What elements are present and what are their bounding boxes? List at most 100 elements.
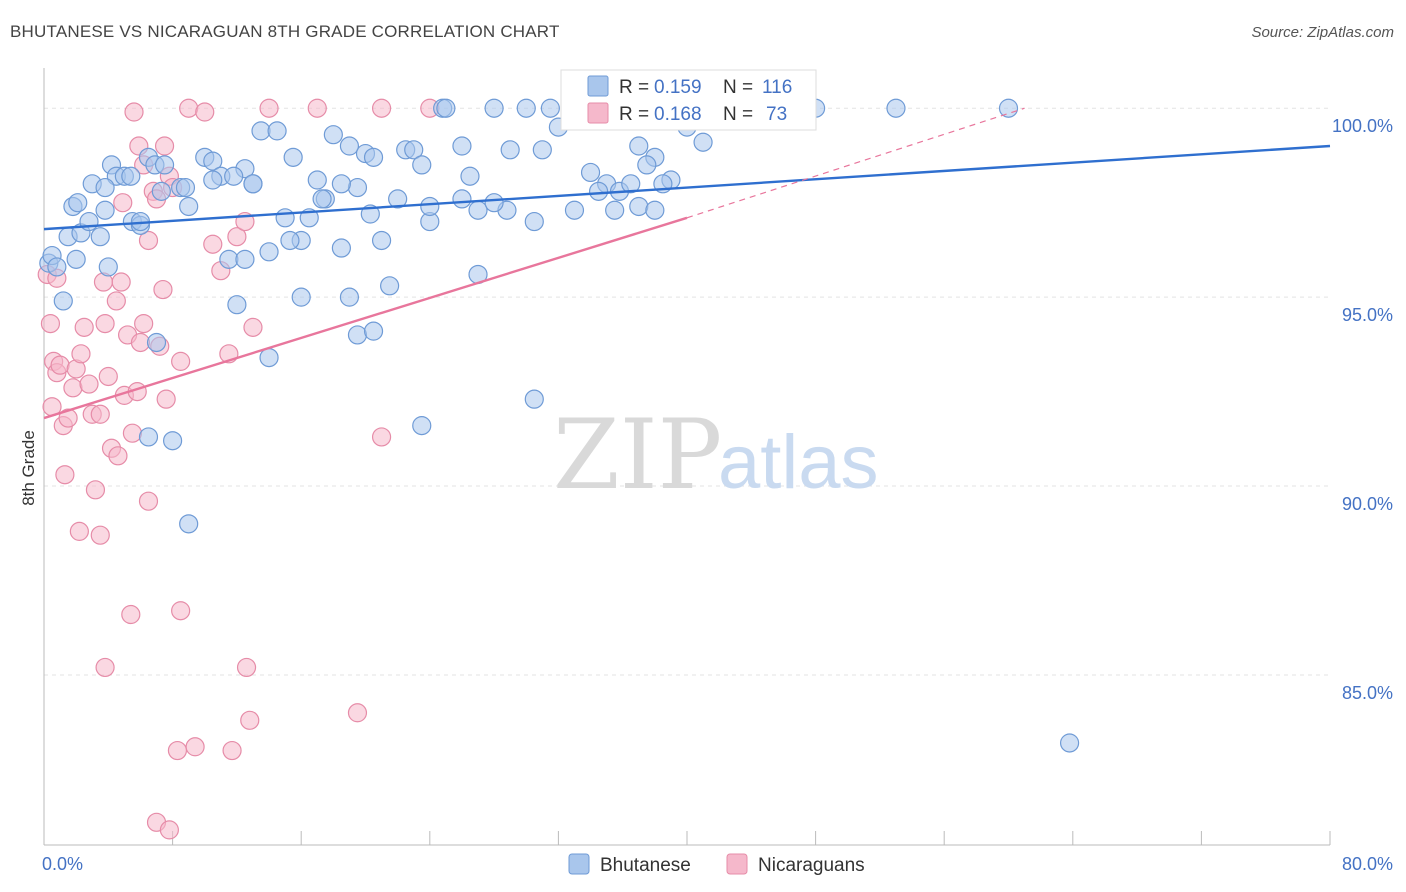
- data-point-bhutanese: [532, 140, 552, 160]
- data-point-bhutanese: [371, 230, 392, 251]
- y-tick-label: 100.0%: [1332, 116, 1393, 136]
- data-point-bhutanese: [540, 98, 560, 118]
- data-point-nicaraguans: [121, 604, 141, 625]
- data-point-bhutanese: [460, 166, 480, 186]
- data-point-bhutanese: [363, 147, 384, 167]
- data-point-bhutanese: [163, 431, 183, 451]
- data-point-bhutanese: [90, 227, 110, 247]
- data-point-nicaraguans: [153, 279, 173, 300]
- data-point-bhutanese: [47, 257, 67, 277]
- data-point-bhutanese: [291, 287, 311, 307]
- data-point-bhutanese: [68, 193, 88, 213]
- data-point-nicaraguans: [50, 355, 70, 375]
- data-point-bhutanese: [95, 177, 115, 198]
- data-point-nicaraguans: [95, 657, 115, 678]
- data-point-bhutanese: [516, 98, 536, 118]
- data-point-nicaraguans: [236, 657, 257, 678]
- data-point-bhutanese: [363, 321, 384, 341]
- data-point-bhutanese: [420, 196, 440, 217]
- data-point-bhutanese: [98, 257, 118, 277]
- data-point-bhutanese: [339, 287, 360, 307]
- data-point-bhutanese: [412, 155, 432, 175]
- trend-extension-nicaraguans: [686, 107, 1025, 219]
- data-point-nicaraguans: [159, 820, 179, 840]
- data-point-bhutanese: [564, 200, 585, 220]
- data-point-bhutanese: [645, 200, 665, 220]
- data-point-bhutanese: [179, 514, 199, 534]
- legend-swatch-nicaraguans: [587, 102, 609, 124]
- legend-n-label: N =: [723, 77, 753, 98]
- data-point-nicaraguans: [71, 344, 91, 364]
- data-point-bhutanese: [203, 170, 223, 190]
- data-point-nicaraguans: [85, 480, 106, 500]
- data-point-bhutanese: [339, 136, 360, 156]
- data-point-nicaraguans: [222, 740, 242, 761]
- data-point-bhutanese: [452, 136, 472, 156]
- data-point-bhutanese: [79, 211, 99, 232]
- x-tick-labels: 0.0% 80.0%: [42, 854, 1393, 874]
- data-point-bhutanese: [524, 389, 544, 409]
- data-point-bhutanese: [436, 98, 456, 118]
- data-point-bhutanese: [484, 193, 504, 213]
- data-point-bhutanese: [500, 140, 520, 160]
- data-point-bhutanese: [154, 155, 175, 175]
- data-point-bhutanese: [1059, 733, 1080, 753]
- data-point-nicaraguans: [138, 230, 159, 251]
- data-point-nicaraguans: [243, 317, 263, 337]
- data-point-nicaraguans: [113, 193, 133, 213]
- data-point-bhutanese: [146, 332, 167, 353]
- data-point-nicaraguans: [240, 710, 260, 730]
- chart-title: BHUTANESE VS NICARAGUAN 8TH GRADE CORREL…: [10, 22, 560, 41]
- data-point-bhutanese: [259, 242, 279, 262]
- trend-lines: [43, 107, 1331, 420]
- data-point-nicaraguans: [154, 136, 175, 156]
- data-point-bhutanese: [637, 155, 657, 175]
- data-point-nicaraguans: [138, 491, 159, 511]
- data-point-bhutanese: [886, 98, 906, 118]
- data-point-nicaraguans: [98, 366, 118, 387]
- data-point-bhutanese: [251, 121, 271, 141]
- data-point-bhutanese: [227, 295, 247, 315]
- data-point-bhutanese: [331, 238, 351, 258]
- data-point-bhutanese: [121, 166, 141, 186]
- data-point-bhutanese: [323, 125, 343, 145]
- data-point-nicaraguans: [195, 102, 215, 122]
- data-point-nicaraguans: [58, 408, 78, 428]
- gridlines: [44, 107, 1330, 676]
- data-point-nicaraguans: [124, 102, 144, 122]
- data-point-bhutanese: [524, 211, 544, 232]
- correlation-legend: R = 0.159 N = 116 R = 0.168 N = 73: [560, 69, 817, 131]
- legend-r-value: 0.168: [654, 104, 702, 125]
- legend-r-label: R =: [619, 104, 649, 125]
- data-point-bhutanese: [235, 249, 255, 269]
- legend-n-value: 116: [762, 77, 792, 98]
- data-point-bhutanese: [95, 200, 115, 220]
- data-point-bhutanese: [280, 230, 300, 251]
- data-point-nicaraguans: [95, 313, 115, 334]
- y-tick-labels: 85.0% 90.0% 95.0% 100.0%: [1332, 116, 1393, 703]
- watermark-atlas: atlas: [718, 420, 879, 505]
- legend-swatch-bhutanese: [587, 75, 609, 97]
- data-point-bhutanese: [629, 136, 649, 156]
- series-legend: Bhutanese Nicaraguans: [568, 853, 865, 876]
- data-point-bhutanese: [621, 174, 641, 194]
- bottom-legend-swatch-bhutanese: [568, 853, 590, 875]
- bottom-legend-swatch-nicaraguans: [726, 853, 748, 875]
- data-point-nicaraguans: [130, 332, 151, 353]
- data-point-nicaraguans: [90, 404, 110, 424]
- data-point-bhutanese: [179, 196, 199, 217]
- data-point-nicaraguans: [171, 351, 191, 371]
- data-point-bhutanese: [347, 325, 368, 345]
- data-point-bhutanese: [243, 174, 263, 194]
- data-point-nicaraguans: [203, 234, 223, 254]
- bottom-legend-label-bhutanese: Bhutanese: [600, 855, 691, 876]
- data-point-bhutanese: [452, 189, 472, 209]
- data-point-bhutanese: [693, 132, 713, 152]
- data-point-bhutanese: [203, 151, 223, 171]
- source-label: Source: ZipAtlas.com: [1251, 24, 1394, 41]
- data-point-nicaraguans: [74, 317, 94, 337]
- data-point-bhutanese: [580, 162, 601, 183]
- data-point-bhutanese: [224, 166, 244, 186]
- data-point-bhutanese: [151, 181, 171, 201]
- data-point-bhutanese: [312, 189, 332, 209]
